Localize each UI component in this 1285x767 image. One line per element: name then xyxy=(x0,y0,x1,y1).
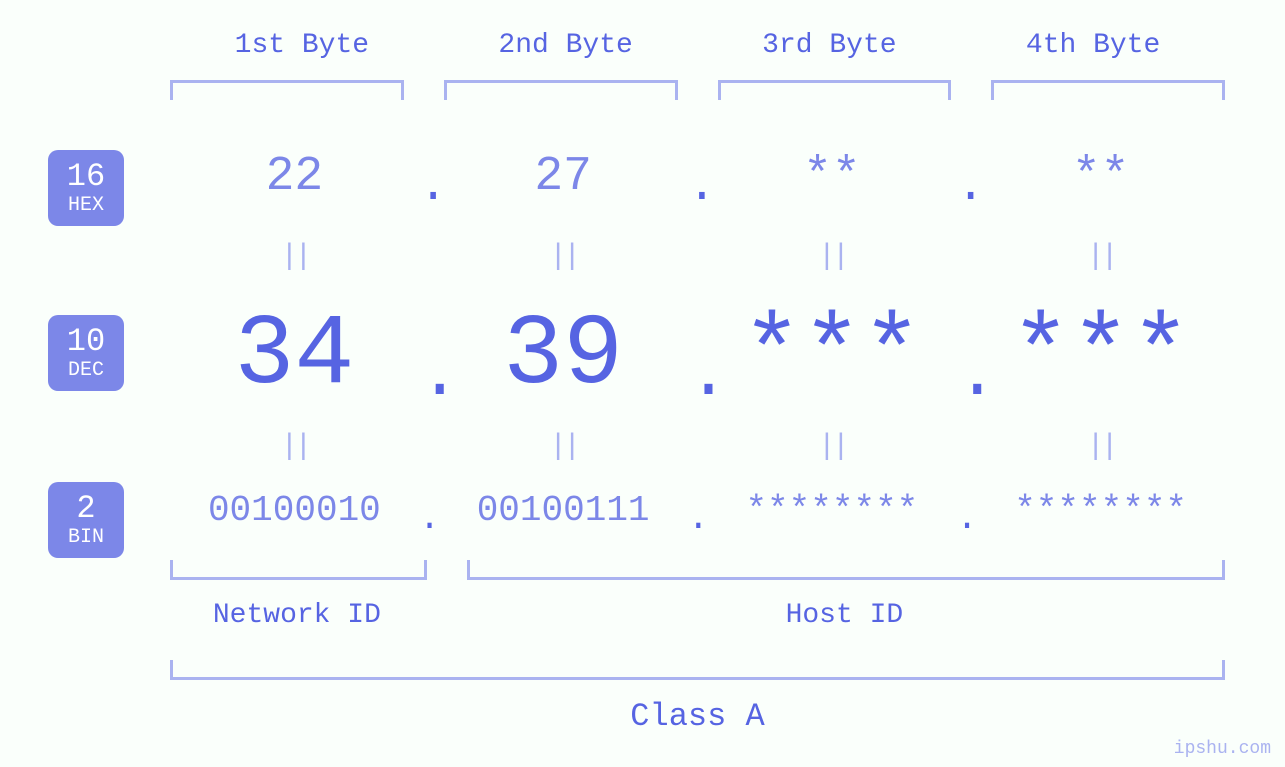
dot-hex-1: . xyxy=(419,160,439,214)
bracket-byte-2 xyxy=(444,80,678,100)
eq-1-3: || xyxy=(708,240,957,274)
bracket-network-id xyxy=(170,560,427,580)
id-brackets xyxy=(170,560,1225,580)
eq-2-3: || xyxy=(708,430,957,464)
bracket-byte-1 xyxy=(170,80,404,100)
dec-badge-label: DEC xyxy=(68,360,104,382)
hex-row: 22 . 27 . ** . ** xyxy=(170,150,1225,204)
hex-byte-4: ** xyxy=(976,150,1225,204)
bracket-host-id xyxy=(467,560,1225,580)
bracket-class xyxy=(170,660,1225,680)
hex-byte-1: 22 xyxy=(170,150,419,204)
hex-byte-3: ** xyxy=(708,150,957,204)
dot-dec-2: . xyxy=(688,337,708,416)
equals-row-1: || || || || xyxy=(170,240,1225,274)
dot-bin-1: . xyxy=(419,498,439,539)
dec-byte-1: 34 xyxy=(170,300,419,413)
eq-1-4: || xyxy=(976,240,1225,274)
bin-badge: 2 BIN xyxy=(48,482,124,558)
dot-dec-3: . xyxy=(956,337,976,416)
byte-headers-row: 1st Byte 2nd Byte 3rd Byte 4th Byte xyxy=(170,30,1225,61)
hex-badge-label: HEX xyxy=(68,195,104,217)
dec-byte-3: *** xyxy=(708,300,957,413)
bin-badge-num: 2 xyxy=(76,491,95,526)
bracket-byte-4 xyxy=(991,80,1225,100)
byte-header-4: 4th Byte xyxy=(961,30,1225,61)
bin-byte-2: 00100111 xyxy=(439,490,688,531)
eq-2-1: || xyxy=(170,430,419,464)
hex-badge-num: 16 xyxy=(67,159,105,194)
dot-dec-1: . xyxy=(419,337,439,416)
dot-bin-3: . xyxy=(956,498,976,539)
byte-brackets-top xyxy=(170,80,1225,100)
dec-byte-2: 39 xyxy=(439,300,688,413)
eq-2-4: || xyxy=(976,430,1225,464)
bracket-byte-3 xyxy=(718,80,952,100)
equals-row-2: || || || || xyxy=(170,430,1225,464)
watermark-text: ipshu.com xyxy=(1174,739,1271,759)
dot-hex-2: . xyxy=(688,160,708,214)
dec-badge: 10 DEC xyxy=(48,315,124,391)
eq-1-2: || xyxy=(439,240,688,274)
bin-row: 00100010 . 00100111 . ******** . *******… xyxy=(170,490,1225,531)
hex-byte-2: 27 xyxy=(439,150,688,204)
dec-byte-4: *** xyxy=(976,300,1225,413)
bin-badge-label: BIN xyxy=(68,527,104,549)
eq-1-1: || xyxy=(170,240,419,274)
eq-2-2: || xyxy=(439,430,688,464)
hex-badge: 16 HEX xyxy=(48,150,124,226)
byte-header-2: 2nd Byte xyxy=(434,30,698,61)
dot-bin-2: . xyxy=(688,498,708,539)
dec-badge-num: 10 xyxy=(67,324,105,359)
bin-byte-3: ******** xyxy=(708,490,957,531)
byte-header-1: 1st Byte xyxy=(170,30,434,61)
host-id-label: Host ID xyxy=(464,600,1225,631)
dec-row: 34 . 39 . *** . *** xyxy=(170,300,1225,413)
network-id-label: Network ID xyxy=(170,600,424,631)
dot-hex-3: . xyxy=(956,160,976,214)
bin-byte-4: ******** xyxy=(976,490,1225,531)
byte-header-3: 3rd Byte xyxy=(698,30,962,61)
class-label: Class A xyxy=(170,698,1225,735)
id-labels: Network ID Host ID xyxy=(170,600,1225,631)
bin-byte-1: 00100010 xyxy=(170,490,419,531)
